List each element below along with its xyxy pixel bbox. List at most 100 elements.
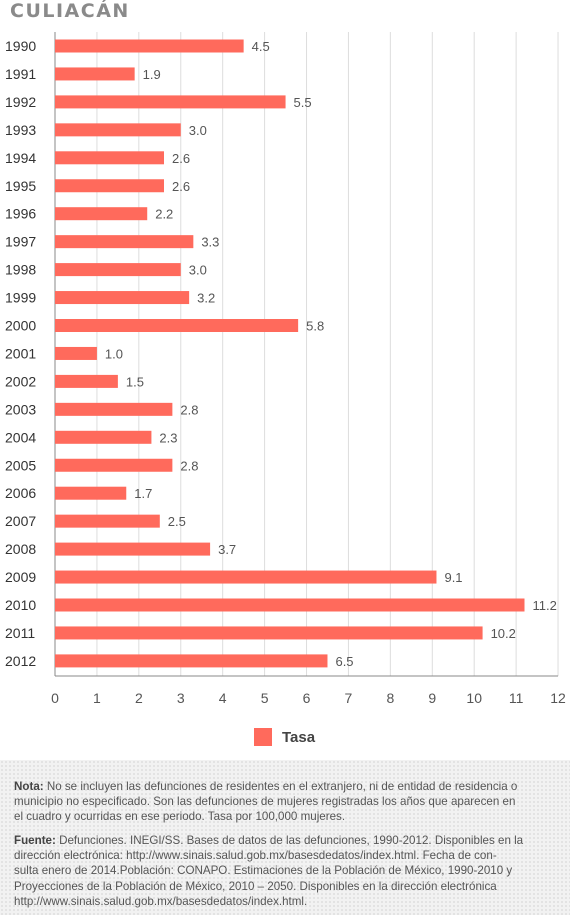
nota-label: Nota: [14, 780, 44, 793]
data-label: 2.3 [159, 430, 177, 445]
bar [55, 151, 164, 165]
fuente-line-3: sulta enero de 2014.Población: CONAPO. E… [14, 864, 513, 878]
bar [55, 235, 194, 249]
fuente-label: Fuente: [14, 834, 56, 847]
y-tick-label: 2011 [5, 625, 35, 641]
y-tick-label: 2008 [5, 541, 36, 557]
y-tick-label: 1995 [5, 178, 36, 194]
y-tick-label: 1998 [5, 262, 36, 278]
data-label: 11.2 [533, 598, 557, 613]
bar [55, 626, 483, 640]
data-label: 3.2 [197, 291, 215, 306]
x-tick-label: 1 [93, 690, 101, 706]
data-label: 2.6 [172, 151, 190, 166]
bar [55, 319, 299, 332]
x-tick-label: 2 [135, 690, 143, 706]
data-label: 4.5 [252, 39, 270, 54]
fuente-line-1: Defunciones. INEGI/SS. Bases de datos de… [55, 834, 524, 847]
data-label: 1.0 [105, 346, 123, 361]
data-label: 2.6 [172, 179, 190, 194]
bar [55, 67, 135, 81]
nota-note: Nota: No se incluyen las defunciones de … [14, 779, 560, 825]
data-label: 5.5 [294, 95, 312, 110]
y-tick-label: 1992 [5, 94, 36, 110]
bar [55, 654, 328, 668]
data-label: 3.7 [218, 542, 236, 557]
x-tick-label: 0 [51, 690, 59, 706]
footnote-area: Nota: No se incluyen las defunciones de … [0, 760, 570, 915]
x-tick-label: 9 [428, 690, 436, 706]
y-tick-label: 1994 [5, 150, 36, 166]
x-tick-label: 10 [466, 690, 482, 706]
bar [55, 402, 173, 416]
data-label: 2.2 [155, 207, 173, 222]
fuente-line-5: http://www.sinais.salud.gob.mx/basesdeda… [14, 894, 308, 908]
x-tick-label: 6 [303, 690, 311, 706]
data-label: 2.8 [180, 402, 198, 417]
legend-swatch [254, 728, 272, 746]
chart-title: CULIACÁN [10, 0, 130, 22]
bar [55, 514, 160, 528]
bar [55, 95, 286, 109]
x-tick-label: 5 [261, 690, 269, 706]
y-tick-label: 2010 [5, 597, 36, 613]
data-label: 6.5 [335, 654, 353, 669]
y-tick-label: 2002 [5, 373, 36, 389]
x-tick-label: 4 [219, 690, 227, 706]
data-label: 2.5 [168, 514, 186, 529]
y-tick-label: 2006 [5, 485, 36, 501]
bar [55, 598, 525, 612]
y-tick-label: 1996 [5, 206, 36, 222]
x-tick-label: 12 [550, 690, 566, 706]
y-tick-label: 2000 [5, 318, 36, 334]
y-tick-label: 1990 [5, 38, 36, 54]
bar [55, 542, 211, 556]
y-tick-label: 2001 [5, 345, 36, 361]
y-tick-label: 1991 [5, 66, 36, 82]
data-label: 1.9 [143, 67, 161, 82]
data-label: 9.1 [444, 570, 462, 585]
x-tick-label: 11 [509, 690, 524, 706]
legend: Tasa [254, 728, 315, 746]
y-tick-label: 2007 [5, 513, 36, 529]
data-label: 1.5 [126, 374, 144, 389]
bar [55, 458, 173, 472]
nota-line-3: el cuadro y ocurridas en ese periodo. Ta… [14, 810, 346, 824]
x-tick-label: 8 [386, 690, 394, 706]
bar [55, 39, 244, 53]
y-tick-label: 2003 [5, 401, 36, 417]
bar [55, 570, 437, 584]
bar [55, 263, 181, 277]
bar [55, 179, 164, 193]
data-label: 3.3 [201, 235, 219, 250]
y-tick-label: 2009 [5, 569, 36, 585]
nota-line-2: municipio no especificado. Son las defun… [14, 795, 516, 809]
bar [55, 291, 190, 305]
nota-line-1: No se incluyen las defunciones de reside… [43, 780, 518, 793]
data-label: 3.0 [189, 123, 207, 138]
fuente-line-4: Proyecciones de la Población de México, … [14, 879, 497, 893]
bar [55, 346, 97, 360]
y-tick-label: 2005 [5, 457, 36, 473]
y-tick-label: 2004 [5, 429, 36, 445]
y-tick-label: 1997 [5, 234, 36, 250]
data-label: 2.8 [180, 458, 198, 473]
y-tick-label: 2012 [5, 653, 36, 669]
data-label: 10.2 [491, 626, 516, 641]
data-label: 5.8 [306, 319, 324, 334]
fuente-line-2: dirección electrónica: http://www.sinais… [14, 849, 497, 863]
legend-label: Tasa [282, 728, 316, 746]
x-tick-label: 7 [345, 690, 353, 706]
x-tick-label: 3 [177, 690, 185, 706]
fuente-note: Fuente: Defunciones. INEGI/SS. Bases de … [14, 833, 560, 909]
bar [55, 123, 181, 137]
y-tick-label: 1993 [5, 122, 36, 138]
data-label: 1.7 [134, 486, 152, 501]
bar [55, 374, 118, 388]
data-label: 3.0 [189, 263, 207, 278]
bar [55, 207, 148, 221]
bar [55, 486, 127, 500]
bar [55, 430, 152, 444]
y-tick-label: 1999 [5, 290, 36, 306]
